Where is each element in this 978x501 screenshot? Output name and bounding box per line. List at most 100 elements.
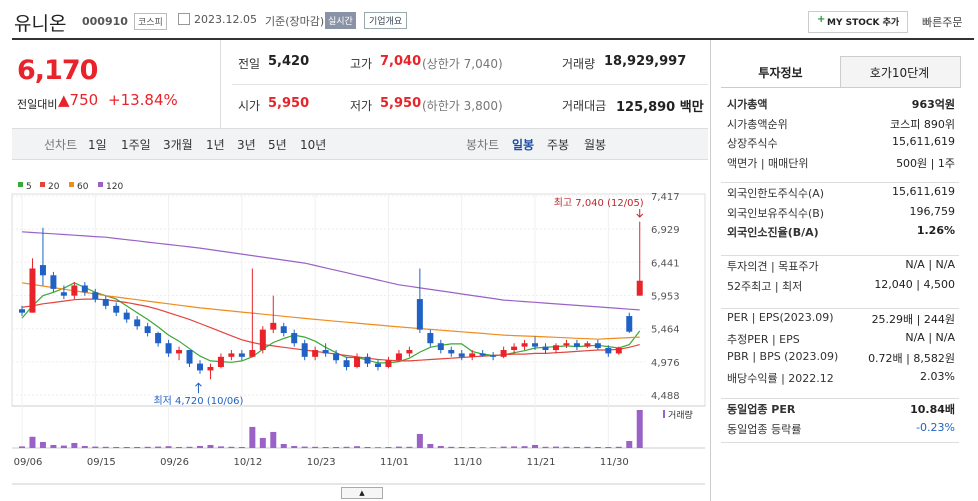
period-bar <box>12 128 708 160</box>
volume-legend-swatch <box>663 410 665 418</box>
overview-button[interactable]: 기업개요 <box>364 12 408 29</box>
legend-label: 120 <box>106 182 123 192</box>
volume-bar <box>636 410 643 448</box>
candle-body <box>374 363 381 368</box>
mystock-label: MY STOCK 추가 <box>827 18 900 28</box>
candle-body <box>521 343 528 347</box>
volume-bar <box>584 446 591 448</box>
candle-body <box>542 346 549 351</box>
candle-body <box>81 285 88 293</box>
collapse-button[interactable]: ▲ <box>341 487 383 499</box>
candle-body <box>312 350 319 357</box>
candle-body <box>626 316 633 332</box>
candle-body <box>532 343 539 347</box>
moving-average <box>21 231 640 311</box>
quote-label: 고가 <box>350 57 373 71</box>
y-tick-label: 5,464 <box>651 325 680 336</box>
info-value: 2.03% <box>920 369 955 383</box>
plot-frame <box>11 193 706 407</box>
stock-code: 000910 <box>82 15 128 28</box>
volume-bar <box>301 446 308 448</box>
panel-tab-active <box>721 56 841 87</box>
volume-bar <box>29 436 36 448</box>
info-value: N/A | N/A <box>905 258 955 271</box>
y-tick-label: 6,929 <box>651 225 680 236</box>
x-tick-label: 09/15 <box>87 457 116 468</box>
volume-bar <box>573 446 580 448</box>
info-value: 10.84배 <box>910 403 955 416</box>
candle-body <box>280 326 287 334</box>
group-rule <box>721 308 959 309</box>
volume-bar <box>521 446 528 448</box>
change-pct: +13.84% <box>108 91 178 109</box>
mystock-button[interactable] <box>808 11 908 33</box>
candle-body <box>176 350 183 354</box>
candle-body <box>301 343 308 357</box>
volume-bar <box>238 446 245 448</box>
x-tick-label: 11/01 <box>380 457 409 468</box>
period-tab[interactable]: 1주일 <box>121 138 151 152</box>
quote-value: 5,950 <box>380 96 422 111</box>
candle-body <box>511 346 518 351</box>
candle-body <box>479 353 486 356</box>
info-label: 투자의견 | 목표주가 <box>727 260 819 273</box>
volume-bar <box>312 446 319 448</box>
x-tick-label: 11/30 <box>600 457 629 468</box>
period-tab[interactable]: 3년 <box>237 138 256 152</box>
candle-body <box>270 322 277 330</box>
candle-body <box>552 345 559 351</box>
volume-bar <box>500 446 507 448</box>
candle-body <box>29 268 36 313</box>
candle-body <box>615 347 622 354</box>
volume-bar <box>469 446 476 448</box>
volume-bar <box>280 443 287 448</box>
info-value: 1.26% <box>916 224 955 237</box>
volume-bar <box>406 446 413 448</box>
volume-bar <box>427 443 434 448</box>
low-annotation: 최저 4,720 (10/06) <box>153 395 243 407</box>
volume-bar <box>186 446 193 448</box>
volume-bar <box>626 440 633 448</box>
info-label: PBR | BPS (2023.09) <box>727 350 839 363</box>
period-tab[interactable]: 1년 <box>206 138 225 152</box>
legend-swatch <box>40 182 45 187</box>
volume-bar <box>542 446 549 448</box>
candle-tab[interactable]: 월봉 <box>584 138 607 152</box>
candle-body <box>343 360 350 368</box>
low-arrow <box>195 382 202 394</box>
legend-label: 20 <box>48 182 60 192</box>
info-value: 12,040 | 4,500 <box>874 277 955 291</box>
info-value: 25.29배 | 244원 <box>871 313 955 326</box>
info-label: 외국인보유주식수(B) <box>727 206 825 220</box>
quick-order[interactable]: 빠른주문 <box>922 16 963 29</box>
candle-body <box>249 350 256 357</box>
panel-tab[interactable]: 호가10단계 <box>869 66 930 80</box>
panel-tab[interactable]: 투자정보 <box>758 66 803 80</box>
quote-note: (하한가 3,800) <box>422 99 503 113</box>
info-value: 196,759 <box>909 204 956 218</box>
info-value: 코스피 890위 <box>890 117 955 131</box>
x-tick-label: 09/26 <box>160 457 189 468</box>
realtime-badge[interactable]: 실시간 <box>325 12 356 29</box>
candle-body <box>196 363 203 371</box>
period-tab[interactable]: 3개월 <box>163 138 193 152</box>
volume-bar <box>552 446 559 448</box>
volume-bar <box>374 447 381 448</box>
calendar-icon <box>178 13 190 25</box>
period-tab[interactable]: 10년 <box>300 138 327 152</box>
y-tick-label: 7,417 <box>651 192 680 203</box>
volume-bar <box>322 446 329 448</box>
info-label: 동일업종 등락률 <box>727 422 802 436</box>
candle-body <box>155 333 162 344</box>
period-tab[interactable]: 5년 <box>268 138 287 152</box>
period-tab[interactable]: 1일 <box>88 138 107 152</box>
legend-swatch <box>69 182 74 187</box>
change-label: 전일대비 <box>17 98 58 111</box>
candle-tab[interactable]: 주봉 <box>547 138 570 152</box>
candle-tab[interactable]: 일봉 <box>512 138 535 152</box>
candle-body <box>228 353 235 357</box>
candle-body <box>594 343 601 348</box>
info-label: 시가총액 <box>727 98 768 111</box>
